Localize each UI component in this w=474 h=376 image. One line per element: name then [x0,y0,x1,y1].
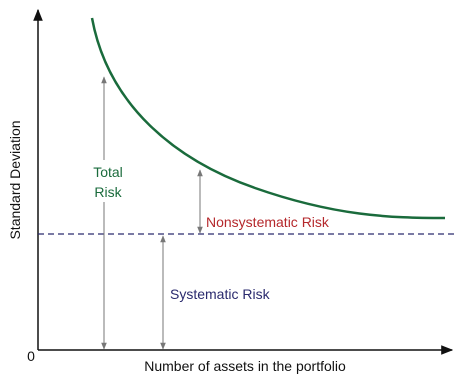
total-risk-label: Total [93,164,123,180]
total-risk-label-bg [88,160,126,202]
risk-curve [90,17,446,220]
x-axis-label: Number of assets in the portfolio [144,358,346,374]
nonsystematic-risk-label: Nonsystematic Risk [206,214,330,230]
systematic-risk-label: Systematic Risk [170,286,271,302]
y-axis-label: Standard Deviation [7,120,23,239]
origin-label: 0 [27,348,35,364]
total-risk-label: Risk [94,184,122,200]
